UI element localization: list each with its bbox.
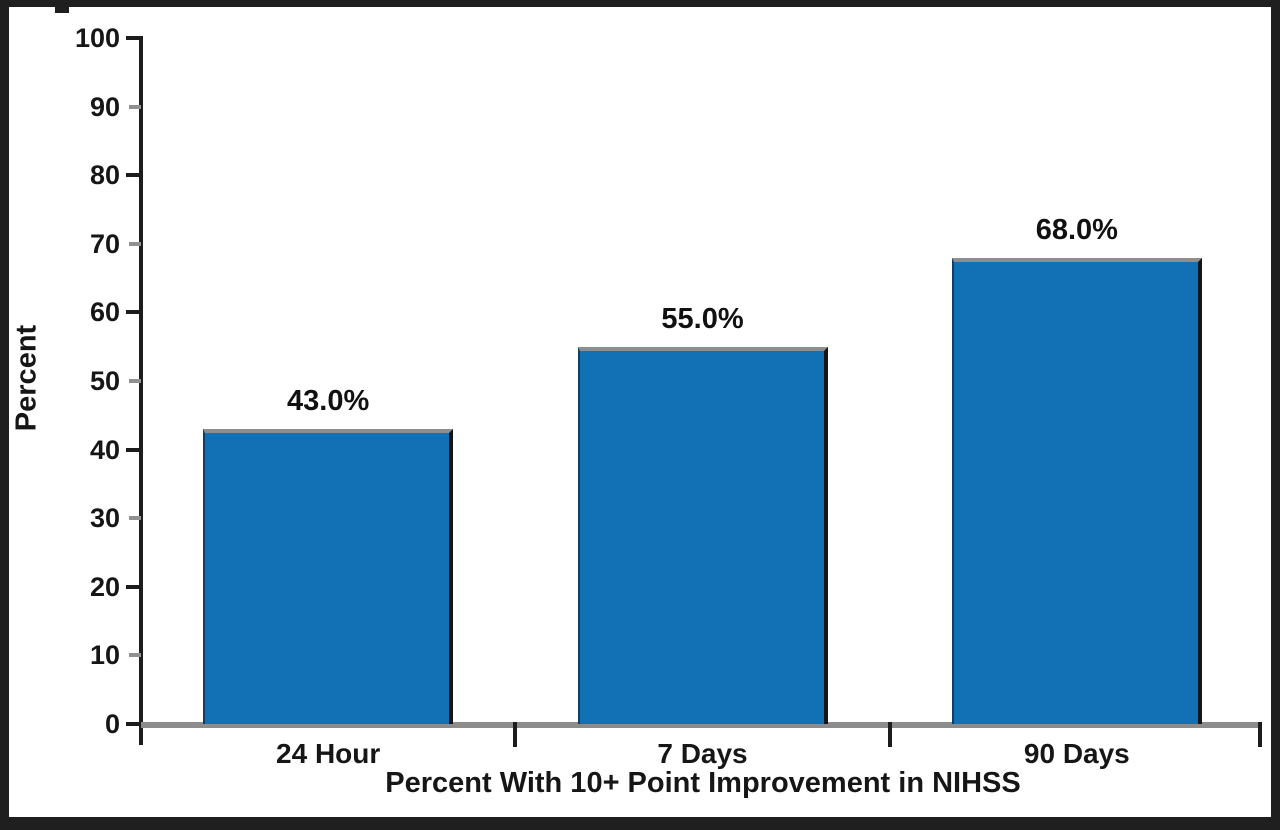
y-tick-label: 100 bbox=[74, 23, 120, 53]
y-tick-mark bbox=[126, 722, 141, 726]
y-tick-label: 0 bbox=[104, 709, 120, 739]
y-tick-label: 30 bbox=[89, 503, 120, 534]
y-tick-label: 60 bbox=[89, 297, 120, 328]
y-tick-mark bbox=[126, 310, 141, 315]
frame-border-top bbox=[0, 0, 1280, 7]
bar-90-days bbox=[951, 257, 1202, 724]
y-tick-label: 90 bbox=[89, 91, 120, 122]
bar-value-label: 43.0% bbox=[287, 385, 370, 418]
bar-value-label: 55.0% bbox=[661, 302, 744, 335]
bar-24-hour bbox=[203, 429, 454, 724]
bar-value-label: 68.0% bbox=[1035, 213, 1118, 246]
x-axis-title: Percent With 10+ Point Improvement in NI… bbox=[385, 767, 1021, 799]
y-tick-label: 20 bbox=[89, 571, 120, 602]
crop-artifact-notch bbox=[55, 0, 69, 13]
y-tick-mark bbox=[129, 379, 141, 383]
y-tick-mark bbox=[126, 36, 141, 40]
y-tick-label: 40 bbox=[89, 434, 120, 465]
frame-border-right bbox=[1271, 0, 1280, 830]
y-tick-mark bbox=[126, 447, 141, 452]
x-category-label: 24 Hour bbox=[276, 738, 381, 769]
y-tick-mark bbox=[129, 241, 141, 246]
y-tick-label: 50 bbox=[89, 366, 120, 396]
x-tick-mark bbox=[887, 722, 892, 747]
y-tick-mark bbox=[129, 653, 141, 658]
x-tick-mark bbox=[513, 722, 518, 747]
y-tick-mark bbox=[129, 516, 141, 521]
frame-border-left bbox=[0, 0, 9, 830]
y-tick-mark bbox=[129, 104, 141, 109]
y-tick-mark bbox=[126, 173, 141, 178]
bar-7-days bbox=[577, 346, 828, 724]
y-tick-label: 70 bbox=[89, 228, 120, 259]
y-axis-line bbox=[139, 36, 143, 745]
x-category-label: 7 Days bbox=[657, 738, 748, 769]
frame-border-bottom bbox=[0, 817, 1280, 830]
x-tick-mark bbox=[1258, 722, 1262, 747]
y-tick-label: 10 bbox=[89, 640, 120, 671]
x-category-label: 90 Days bbox=[1023, 738, 1130, 769]
y-tick-mark bbox=[126, 584, 141, 589]
x-axis-baseline bbox=[141, 722, 1262, 728]
y-tick-label: 80 bbox=[89, 160, 120, 191]
